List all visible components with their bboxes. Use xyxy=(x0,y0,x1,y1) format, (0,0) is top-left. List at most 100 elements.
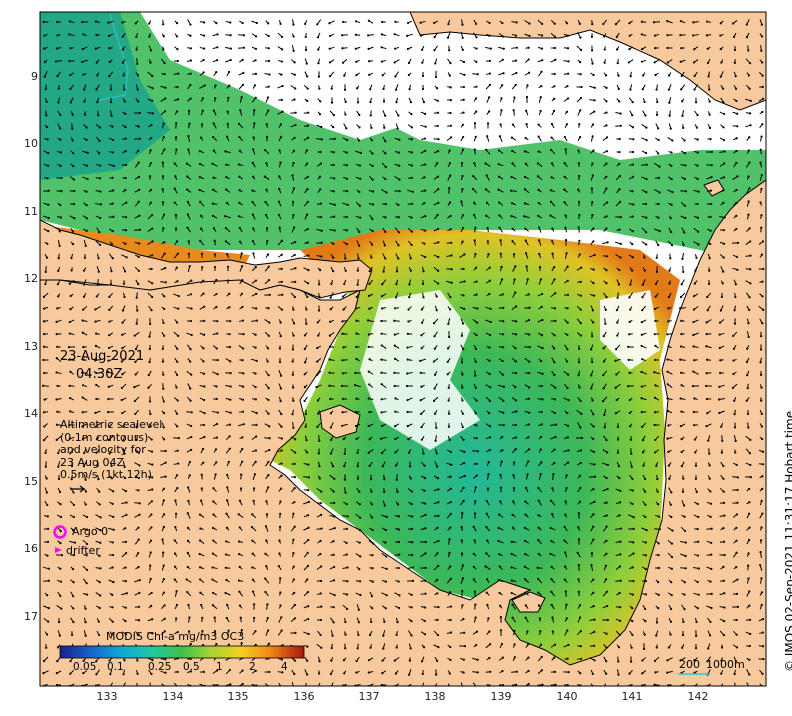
velocity-arrow-head xyxy=(526,278,529,281)
velocity-arrow-head xyxy=(332,490,335,493)
velocity-arrow-head xyxy=(303,386,306,389)
velocity-arrow-head xyxy=(666,370,669,373)
velocity-arrow-head xyxy=(279,335,282,338)
velocity-arrow-head xyxy=(732,347,736,350)
velocity-arrow-head xyxy=(447,425,451,428)
velocity-arrow-head xyxy=(407,438,410,441)
velocity-arrow-head xyxy=(202,34,206,37)
velocity-arrow-head xyxy=(566,386,569,390)
velocity-arrow-head xyxy=(705,358,709,361)
velocity-arrow-head xyxy=(592,487,595,491)
velocity-arrow-head xyxy=(591,135,594,138)
velocity-arrow-head xyxy=(198,513,202,516)
velocity-arrow-head xyxy=(370,503,374,506)
velocity-arrow-head xyxy=(69,410,72,413)
velocity-arrow-head xyxy=(200,473,203,476)
velocity-arrow-head xyxy=(95,383,98,387)
velocity-arrow-head xyxy=(475,474,478,477)
velocity-arrow-head xyxy=(55,47,58,50)
velocity-arrow-head xyxy=(57,295,60,298)
velocity-arrow-head xyxy=(540,360,543,363)
velocity-arrow-head xyxy=(266,96,270,99)
velocity-arrow-head xyxy=(474,347,478,351)
velocity-arrow-head xyxy=(81,437,84,440)
velocity-arrow-head xyxy=(316,399,319,402)
velocity-arrow-head xyxy=(747,213,750,216)
velocity-arrow-head xyxy=(46,594,49,597)
velocity-arrow-head xyxy=(591,162,594,165)
velocity-arrow-head xyxy=(670,567,673,570)
velocity-arrow-head xyxy=(358,204,361,207)
velocity-arrow-head xyxy=(73,189,76,193)
velocity-arrow-head xyxy=(255,423,258,426)
velocity-arrow-head xyxy=(317,412,320,415)
velocity-arrow-head xyxy=(238,175,241,178)
velocity-arrow-head xyxy=(72,178,75,181)
velocity-arrow-head xyxy=(148,22,151,25)
velocity-arrow-head xyxy=(406,47,409,51)
velocity-arrow-head xyxy=(263,148,267,152)
velocity-arrow-head xyxy=(446,36,450,39)
velocity-arrow-head xyxy=(549,200,553,203)
velocity-arrow-head xyxy=(228,333,231,336)
velocity-arrow-head xyxy=(293,295,296,299)
velocity-arrow-head xyxy=(696,580,699,584)
velocity-arrow-head xyxy=(237,122,241,126)
velocity-arrow-head xyxy=(692,370,695,373)
velocity-arrow-head xyxy=(99,594,102,597)
velocity-arrow-head xyxy=(591,309,594,312)
velocity-arrow-head xyxy=(488,359,491,362)
velocity-arrow-head xyxy=(253,122,256,125)
velocity-arrow-head xyxy=(138,513,141,516)
velocity-arrow-head xyxy=(176,425,179,428)
velocity-arrow-head xyxy=(446,373,449,376)
velocity-arrow-head xyxy=(731,386,735,389)
velocity-arrow-head xyxy=(202,423,206,427)
velocity-arrow-head xyxy=(605,215,608,218)
velocity-arrow-head xyxy=(47,164,50,167)
velocity-arrow-head xyxy=(268,293,271,296)
velocity-arrow-head xyxy=(306,99,309,103)
velocity-arrow-head xyxy=(42,439,46,442)
velocity-arrow-head xyxy=(448,74,451,77)
velocity-arrow-head xyxy=(710,553,713,556)
velocity-arrow-head xyxy=(424,149,427,152)
velocity-arrow-head xyxy=(55,371,58,374)
velocity-arrow-head xyxy=(85,568,89,572)
velocity-arrow-head xyxy=(148,335,151,338)
velocity-arrow-head xyxy=(173,578,176,581)
velocity-arrow-head xyxy=(705,34,709,37)
velocity-arrow-head xyxy=(162,48,165,51)
velocity-arrow-head xyxy=(177,307,180,310)
velocity-arrow-head xyxy=(705,384,708,388)
velocity-arrow-head xyxy=(72,554,76,557)
velocity-arrow-head xyxy=(107,398,110,401)
velocity-arrow-head xyxy=(460,526,463,529)
velocity-arrow-head xyxy=(409,465,412,468)
velocity-arrow-head xyxy=(653,423,656,427)
velocity-arrow-head xyxy=(292,334,295,337)
velocity-arrow-head xyxy=(161,360,165,363)
velocity-arrow-head xyxy=(354,33,357,36)
velocity-arrow-head xyxy=(617,87,620,91)
velocity-arrow-head xyxy=(590,187,593,190)
velocity-arrow-head xyxy=(605,269,608,272)
velocity-arrow-head xyxy=(242,71,245,75)
velocity-arrow-head xyxy=(472,175,475,178)
velocity-arrow-head xyxy=(280,308,284,311)
velocity-arrow-head xyxy=(359,516,362,519)
velocity-arrow-head xyxy=(578,213,581,217)
velocity-arrow-head xyxy=(692,21,695,24)
velocity-arrow-head xyxy=(94,308,97,311)
velocity-arrow-head xyxy=(137,526,140,529)
velocity-arrow-head xyxy=(590,348,593,351)
velocity-arrow-head xyxy=(631,114,634,117)
velocity-arrow-head xyxy=(163,307,166,311)
velocity-arrow-head xyxy=(592,240,595,243)
velocity-arrow-head xyxy=(579,486,582,490)
velocity-arrow-head xyxy=(252,252,255,255)
velocity-arrow-head xyxy=(199,539,202,542)
velocity-arrow-head xyxy=(94,359,97,362)
velocity-arrow-head xyxy=(84,503,87,506)
velocity-arrow-head xyxy=(553,97,556,100)
